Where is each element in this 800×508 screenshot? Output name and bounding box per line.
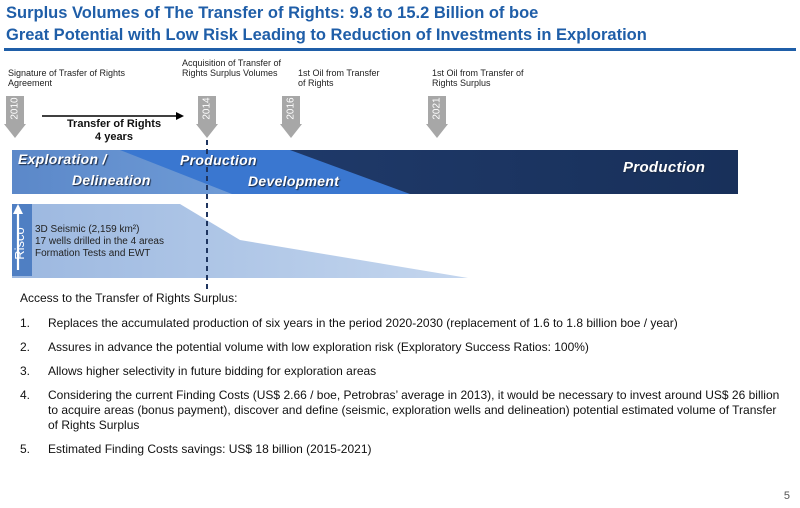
milestone-marker-2021: 2021 <box>426 96 448 138</box>
risk-arrow-head <box>13 204 23 214</box>
milestone-marker-2010: 2010 <box>4 96 26 138</box>
content-body: Access to the Transfer of Rights Surplus… <box>20 291 780 466</box>
milestone-label-2014: Acquisition of Transfer of Rights Surplu… <box>182 58 282 78</box>
transfer-arrow-head <box>176 112 184 120</box>
milestone-marker-2016: 2016 <box>280 96 302 138</box>
risk-area <box>12 204 468 278</box>
title-line-2: Great Potential with Low Risk Leading to… <box>6 26 647 44</box>
milestone-label-2021: 1st Oil from Transfer of Rights Surplus <box>432 68 524 88</box>
title-line-1: Surplus Volumes of The Transfer of Right… <box>6 4 539 22</box>
phase-development: Development <box>248 173 340 189</box>
intro-text: Access to the Transfer of Rights Surplus… <box>20 291 238 305</box>
title-rule <box>4 48 796 51</box>
phase-exploration-line1: Exploration / <box>18 151 107 167</box>
list-item: 1. Replaces the accumulated production of… <box>20 316 678 330</box>
exploration-band <box>12 150 232 194</box>
milestone-label-2010: Signature of Trasfer of Rights Agreement <box>8 68 126 88</box>
list-item: 4. Considering the current Finding Costs … <box>20 388 780 432</box>
risk-label: Risco <box>11 227 27 260</box>
list-item: 5. Estimated Finding Costs savings: US$ 1… <box>20 442 372 456</box>
phase-exploration-line2: Delineation <box>72 172 151 188</box>
timeline-graphic <box>12 112 738 290</box>
phase-production-main: Production <box>623 159 706 176</box>
page-number: 5 <box>783 490 790 502</box>
phase-production-small: Production <box>180 152 257 168</box>
milestone-label-2016: 1st Oil from Transfer of Rights <box>298 68 380 88</box>
exploration-info: 3D Seismic (2,159 km²) 17 wells drilled … <box>35 224 164 259</box>
transfer-label: Transfer of Rights 4 years <box>66 118 162 143</box>
list-item: 3. Allows higher selectivity in future bi… <box>20 364 377 378</box>
list-item: 2. Assures in advance the potential volum… <box>20 340 589 354</box>
milestone-marker-2014: 2014 <box>196 96 218 138</box>
